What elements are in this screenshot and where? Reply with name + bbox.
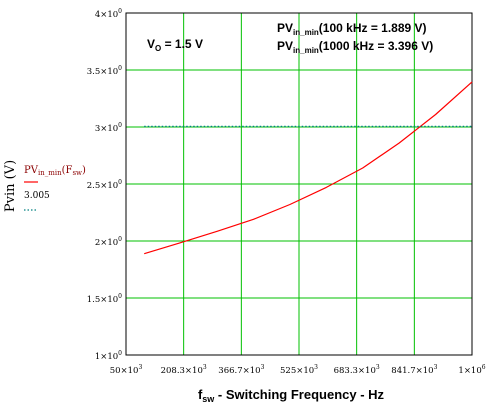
legend: PVin_min(Fsw) 3.005 (24, 165, 86, 211)
legend-entry-1-label: PVin_min(Fsw) (24, 165, 86, 177)
series-line-1 (144, 81, 473, 255)
plot-frame (125, 12, 473, 356)
legend-entry-2-label: 3.005 (24, 191, 50, 201)
y-axis-label: Pvin (V) (3, 160, 18, 212)
annotation-pvin-100khz: PVin_min(100 kHz = 1.889 V) (277, 21, 427, 37)
grid (126, 13, 472, 355)
y-tick-label: 1×100 (95, 350, 122, 362)
y-tick-label: 1.5×100 (87, 293, 122, 305)
series-layer (144, 81, 473, 255)
x-tick-label: 1×106 (458, 364, 485, 376)
x-tick-label: 366.7×103 (218, 364, 264, 376)
y-tick-label: 4×100 (95, 8, 122, 20)
x-tick-labels: 50×103 208.3×103 366.7×103 525×103 683.3×103… (110, 364, 486, 376)
y-tick-label: 2.5×100 (87, 179, 122, 191)
annotation-pvin-1000khz: PVin_min(1000 kHz = 3.396 V) (277, 39, 433, 55)
x-tick-label: 683.3×103 (334, 364, 380, 376)
y-tick-label: 2×100 (95, 236, 122, 248)
x-axis-label: fsw - Switching Frequency - Hz (198, 387, 385, 404)
x-tick-label: 50×103 (110, 364, 143, 376)
x-tick-label: 841.7×103 (391, 364, 437, 376)
annotation-vo: VO = 1.5 V (147, 37, 203, 53)
y-tick-labels: 1×100 1.5×100 2×100 2.5×100 3×100 3.5×100 4×10… (87, 8, 122, 362)
y-tick-label: 3.5×100 (87, 65, 122, 77)
y-tick-label: 3×100 (95, 122, 122, 134)
x-tick-label: 525×103 (280, 364, 318, 376)
x-tick-label: 208.3×103 (161, 364, 207, 376)
